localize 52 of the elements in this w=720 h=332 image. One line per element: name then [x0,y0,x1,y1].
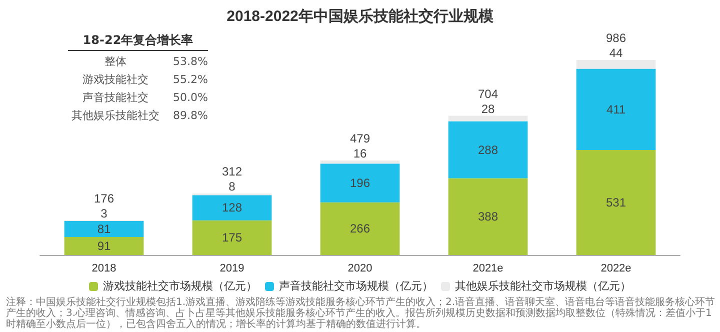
bar [576,68,656,150]
x-tick-label: 2022e [600,262,632,274]
data-label: 3 [100,206,108,220]
text: 注释：中国娱乐技能社交行业规模包括1.游戏直播、游戏陪练等游戏技能服务核心环节产生的收入；2.语音直播、语音聊天室、语音电台等语音技能服务核心环节产生的收入；3.心理咨询、情感咨询、占卜占星等其他娱乐技能服务核心环节产生的收入。报告所列规模历史数据和预测数据均取整数位（特殊情况：差值小于1时精确至小数点后一位），已包含四舍五入的情况；增长率的计算均基于精确的数值进行计算。 [6,297,716,330]
data-label: 16 [353,146,367,160]
total-label: 986 [606,31,626,45]
x-tick-label: 2020 [348,262,372,274]
data-label: 531 [606,195,626,210]
bar [192,220,272,255]
bar [448,121,528,178]
data-label: 8 [228,179,236,194]
data-label: 411 [606,102,626,116]
annotation: 整体 [104,54,128,70]
data-label: 196 [350,176,370,190]
annotation: 53.8% [173,54,208,70]
data-label: 81 [97,222,111,236]
bar [320,164,400,202]
total-label: 479 [350,131,370,146]
annotation: 50.0% [173,90,208,106]
data-label: 44 [609,46,623,60]
annotation: 游戏技能社交 [82,72,150,88]
legend-label: 游戏技能社交市场规模（亿元） [103,280,257,292]
total-label: 176 [94,191,114,206]
data-label: 175 [222,230,242,245]
x-tick-label: 2021e [472,262,504,274]
total-label: 704 [478,86,498,101]
x-tick-label: 2018 [92,262,116,274]
data-label: 128 [222,200,242,215]
bar [320,160,400,164]
annotation: 55.2% [173,72,208,88]
bar [64,237,144,255]
data-label: 28 [481,102,495,116]
bar [64,220,144,238]
bar [576,150,656,255]
annotation: 声音技能社交 [82,90,150,106]
bar [320,202,400,255]
annotation: 89.8% [173,108,208,124]
text: 18-22年复合增长率 [68,32,208,51]
legend-label: 其他娱乐技能社交市场规模（亿元） [455,280,631,292]
bar [448,178,528,255]
x-tick-label: 2019 [220,262,244,274]
bar [576,60,656,69]
bar [192,195,272,220]
data-label: 91 [97,239,111,253]
annotation: 其他娱乐技能社交 [70,108,160,124]
chart-title: 2018-2022年中国娱乐技能社交行业规模 [226,7,494,25]
bar [448,116,528,122]
data-label: 266 [350,222,370,236]
data-label: 388 [478,210,498,224]
legend-label: 声音技能社交市场规模（亿元） [279,280,433,292]
data-label: 288 [478,142,498,157]
total-label: 312 [222,164,242,178]
